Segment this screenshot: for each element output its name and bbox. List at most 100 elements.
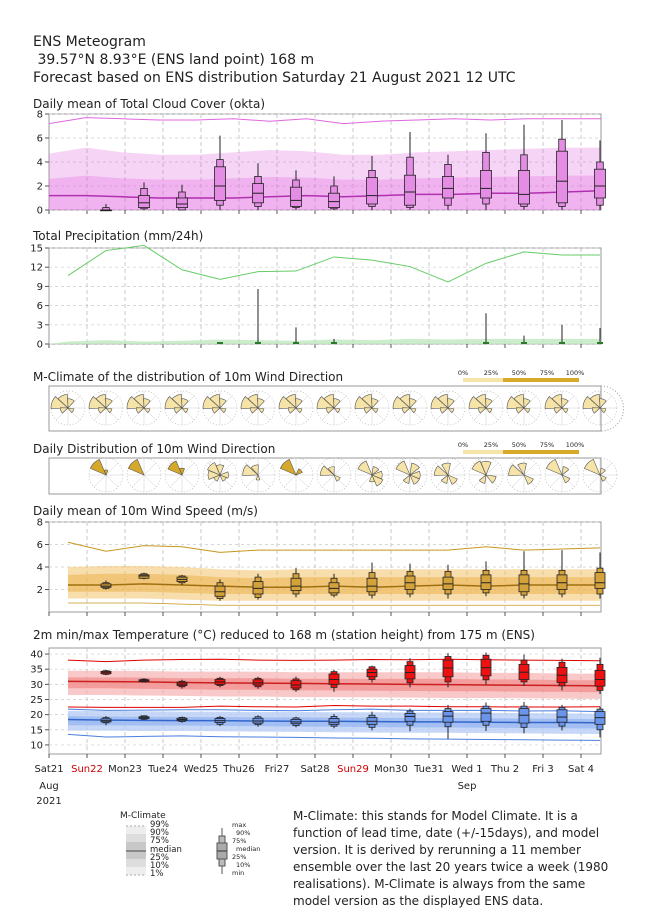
daily-rose-petal (213, 474, 221, 482)
x-axis-day-label: Sun29 (337, 764, 369, 775)
daily-rose-petal (485, 474, 497, 484)
mclimate-dir-percent-label: 75% (540, 369, 554, 377)
mclimate-legend-label: 90% (150, 828, 169, 838)
box-legend-label: 90% (236, 829, 250, 837)
mclimate-rose-petal (485, 407, 493, 414)
mclimate-rose-petal (437, 394, 449, 409)
mclimate-rose-petal (364, 407, 373, 414)
x-axis-day-label: Thu 2 (490, 764, 519, 775)
daily-rose-spoke (143, 474, 157, 488)
mclimate-rose-petal (582, 396, 601, 409)
mclimate-rose-petal (523, 407, 531, 414)
mclimate-rose-petal (240, 396, 259, 409)
x-axis-day-label: Mon30 (374, 764, 408, 775)
mclimate-rose-petal (599, 398, 607, 409)
mclimate-rose-petal (60, 407, 69, 414)
precip-box (255, 342, 261, 344)
wind-box (366, 577, 378, 593)
tmin-box (404, 713, 416, 722)
daily-rose-spoke (283, 474, 297, 488)
daily-rose-petal (447, 474, 458, 485)
mclimate-dir-panel-title: M-Climate of the distribution of 10m Win… (33, 370, 343, 384)
daily-rose-petal (441, 462, 451, 476)
daily-rose-spoke (169, 474, 183, 488)
daily-rose-petal (369, 474, 375, 483)
mclimate-rose-petal (447, 407, 455, 414)
wind-box (138, 574, 150, 579)
wind-ytick-label: 6 (37, 540, 43, 551)
mclimate-rose-petal (105, 398, 113, 409)
daily-rose-spoke (245, 474, 259, 488)
daily-rose-petal (219, 471, 229, 479)
temp-ytick-label: 20 (30, 710, 43, 721)
mclimate-rose-petal (485, 398, 493, 409)
mclimate-legend-label: 99% (150, 820, 169, 830)
daily-rose-petal (409, 462, 420, 476)
tmin-box (556, 709, 568, 723)
mclimate-legend-title: M-Climate (120, 811, 166, 821)
x-axis-year-label: 2021 (36, 796, 61, 807)
cloud-box (214, 166, 226, 201)
mclimate-rose-petal (554, 407, 563, 414)
x-axis-day-label: Sat 4 (568, 764, 594, 775)
x-axis-day-label: Fri 3 (532, 764, 553, 775)
daily-rose-petal (561, 474, 571, 484)
daily-dir-percent-label: 100% (566, 441, 585, 449)
daily-rose-petal (471, 460, 487, 476)
daily-rose-spoke (485, 462, 499, 476)
precip-box (559, 342, 565, 344)
daily-rose-petal (279, 458, 297, 476)
daily-rose-petal (440, 474, 449, 484)
cloud-ytick-label: 2 (37, 182, 43, 193)
mclimate-rose-petal (143, 398, 151, 409)
daily-rose-petal (207, 462, 221, 476)
temp-ytick-label: 10 (30, 740, 43, 751)
mclimate-rose-petal (592, 407, 601, 414)
daily-dir-percent-bar (463, 450, 579, 454)
mclimate-rose-petal (371, 398, 379, 409)
x-axis-day-label: Sat21 (34, 764, 63, 775)
precip-ytick-label: 15 (30, 244, 43, 255)
chart-title-line3: Forecast based on ENS distribution Satur… (33, 70, 516, 86)
precip-ytick-label: 9 (37, 282, 43, 293)
precip-ytick-label: 3 (37, 320, 43, 331)
mclimate-legend-label: 1% (150, 869, 164, 879)
daily-rose-petal (242, 464, 259, 476)
precip-box (483, 342, 489, 344)
mclimate-rose-petal (105, 407, 113, 414)
mclimate-rose-petal (219, 398, 227, 409)
temp-frame (48, 647, 602, 755)
daily-rose-petal (89, 458, 107, 476)
x-axis-day-label: Thu26 (222, 764, 255, 775)
mclimate-rose-petal (475, 394, 487, 409)
mclimate-legend-label: median (150, 845, 182, 855)
wind-box (594, 572, 606, 589)
cloud-ytick-label: 8 (37, 110, 43, 121)
daily-rose-spoke (93, 474, 107, 488)
daily-rose-spoke (257, 474, 271, 488)
cloud-box (176, 197, 188, 208)
temp-ytick-label: 40 (30, 650, 43, 661)
mclimate-legend-label: 10% (150, 861, 169, 871)
mclimate-rose-petal (67, 407, 75, 414)
mclimate-rose-petal (295, 398, 303, 409)
temp-ytick-label: 30 (30, 680, 43, 691)
daily-dir-percent-label: 0% (458, 441, 468, 449)
daily-dir-percent-label: 50% (512, 441, 526, 449)
mclimate-rose-petal (278, 396, 297, 409)
daily-rose-petal (478, 474, 487, 484)
cloud-box (556, 150, 568, 204)
box-legend-label: median (236, 845, 260, 853)
wind-box (442, 576, 454, 590)
mclimate-rose-petal (354, 396, 373, 409)
x-axis-month-label: Sep (458, 781, 477, 792)
box-legend-label: 10% (236, 861, 250, 869)
mclimate-rose-petal (212, 407, 221, 414)
cloud-box (480, 169, 492, 199)
mclimate-rose-petal (257, 407, 265, 414)
tmin-climate-99-line (67, 708, 601, 713)
daily-rose-spoke (587, 474, 601, 488)
chart-title-line2: 39.57°N 8.93°E (ENS land point) 168 m (33, 52, 315, 68)
mclimate-rose-petal (392, 396, 411, 409)
daily-rose-spoke (523, 462, 537, 476)
